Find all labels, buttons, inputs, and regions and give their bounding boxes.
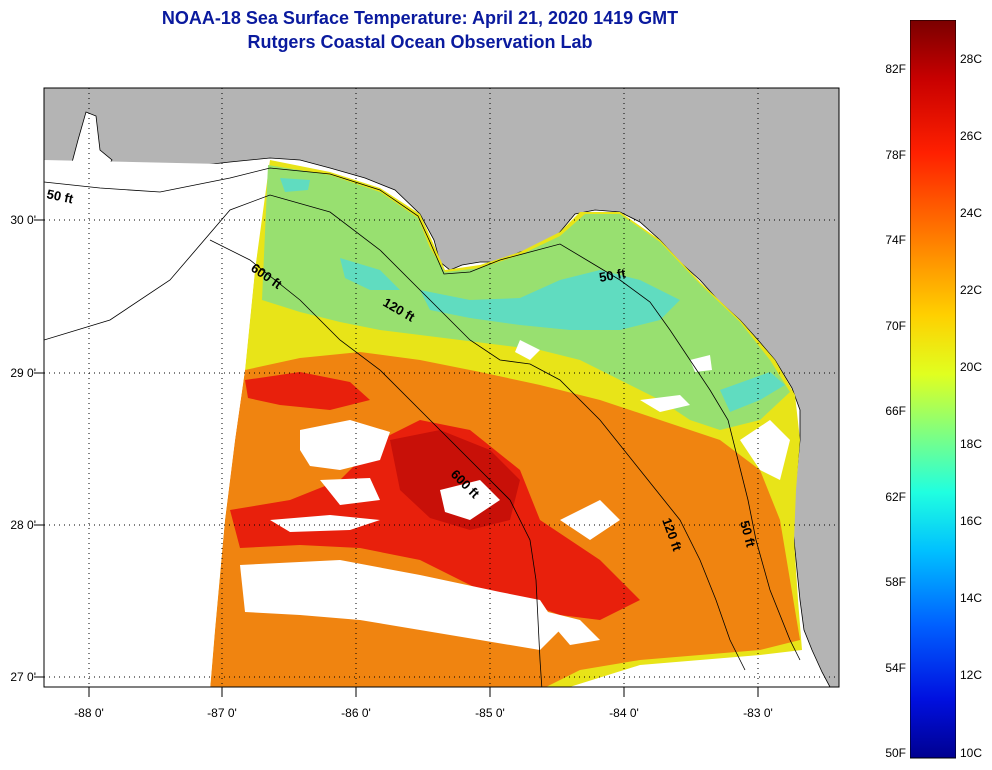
map-subtitle: Rutgers Coastal Ocean Observation Lab <box>247 32 593 52</box>
colorbar <box>910 20 956 759</box>
lat-label: 30 0' <box>10 213 36 227</box>
sst-red-band <box>230 420 640 620</box>
colorbar-f-label: 54F <box>885 661 906 675</box>
lon-label: -85 0' <box>475 706 505 720</box>
lat-label: 27 0' <box>10 670 36 684</box>
colorbar-c-label: 16C <box>960 514 983 528</box>
isobath-label: 50 ft <box>598 265 628 285</box>
isobath-50ft <box>44 167 801 661</box>
lon-label: -84 0' <box>609 706 639 720</box>
colorbar-c-label: 28C <box>960 52 983 66</box>
colorbar-f-label: 66F <box>885 404 906 418</box>
isobath-120ft <box>44 194 746 671</box>
lat-label: 28 0' <box>10 518 36 532</box>
colorbar-c-label: 20C <box>960 360 983 374</box>
map-title: NOAA-18 Sea Surface Temperature: April 2… <box>161 8 679 28</box>
isobath-label: 50 ft <box>737 519 759 549</box>
lat-label: 29 0' <box>10 366 36 380</box>
colorbar-c-label: 12C <box>960 668 983 682</box>
isobath-600ft <box>209 239 543 687</box>
lon-label: -87 0' <box>207 706 237 720</box>
colorbar-f-label: 58F <box>885 575 906 589</box>
colorbar-f-label: 82F <box>885 62 906 76</box>
lon-label: -86 0' <box>341 706 371 720</box>
lon-label: -83 0' <box>743 706 773 720</box>
cloud-gaps <box>300 420 390 470</box>
colorbar-f-label: 70F <box>885 319 906 333</box>
colorbar-c-label: 26C <box>960 129 983 143</box>
colorbar-c-label: 14C <box>960 591 983 605</box>
colorbar-f-label: 78F <box>885 148 906 162</box>
colorbar-f-label: 62F <box>885 490 906 504</box>
land-mass <box>44 88 839 687</box>
colorbar-c-label: 22C <box>960 283 983 297</box>
colorbar-c-label: 18C <box>960 437 983 451</box>
sst-cyan-patch <box>420 270 680 330</box>
colorbar-c-label: 24C <box>960 206 983 220</box>
colorbar-c-label: 10C <box>960 746 983 760</box>
colorbar-f-label: 74F <box>885 233 906 247</box>
lon-label: -88 0' <box>74 706 104 720</box>
isobath-label: 50 ft <box>45 186 75 206</box>
colorbar-f-label: 50F <box>885 746 906 760</box>
sst-map: 50 ft 600 ft 120 ft 50 ft 600 ft 120 ft … <box>34 87 840 697</box>
